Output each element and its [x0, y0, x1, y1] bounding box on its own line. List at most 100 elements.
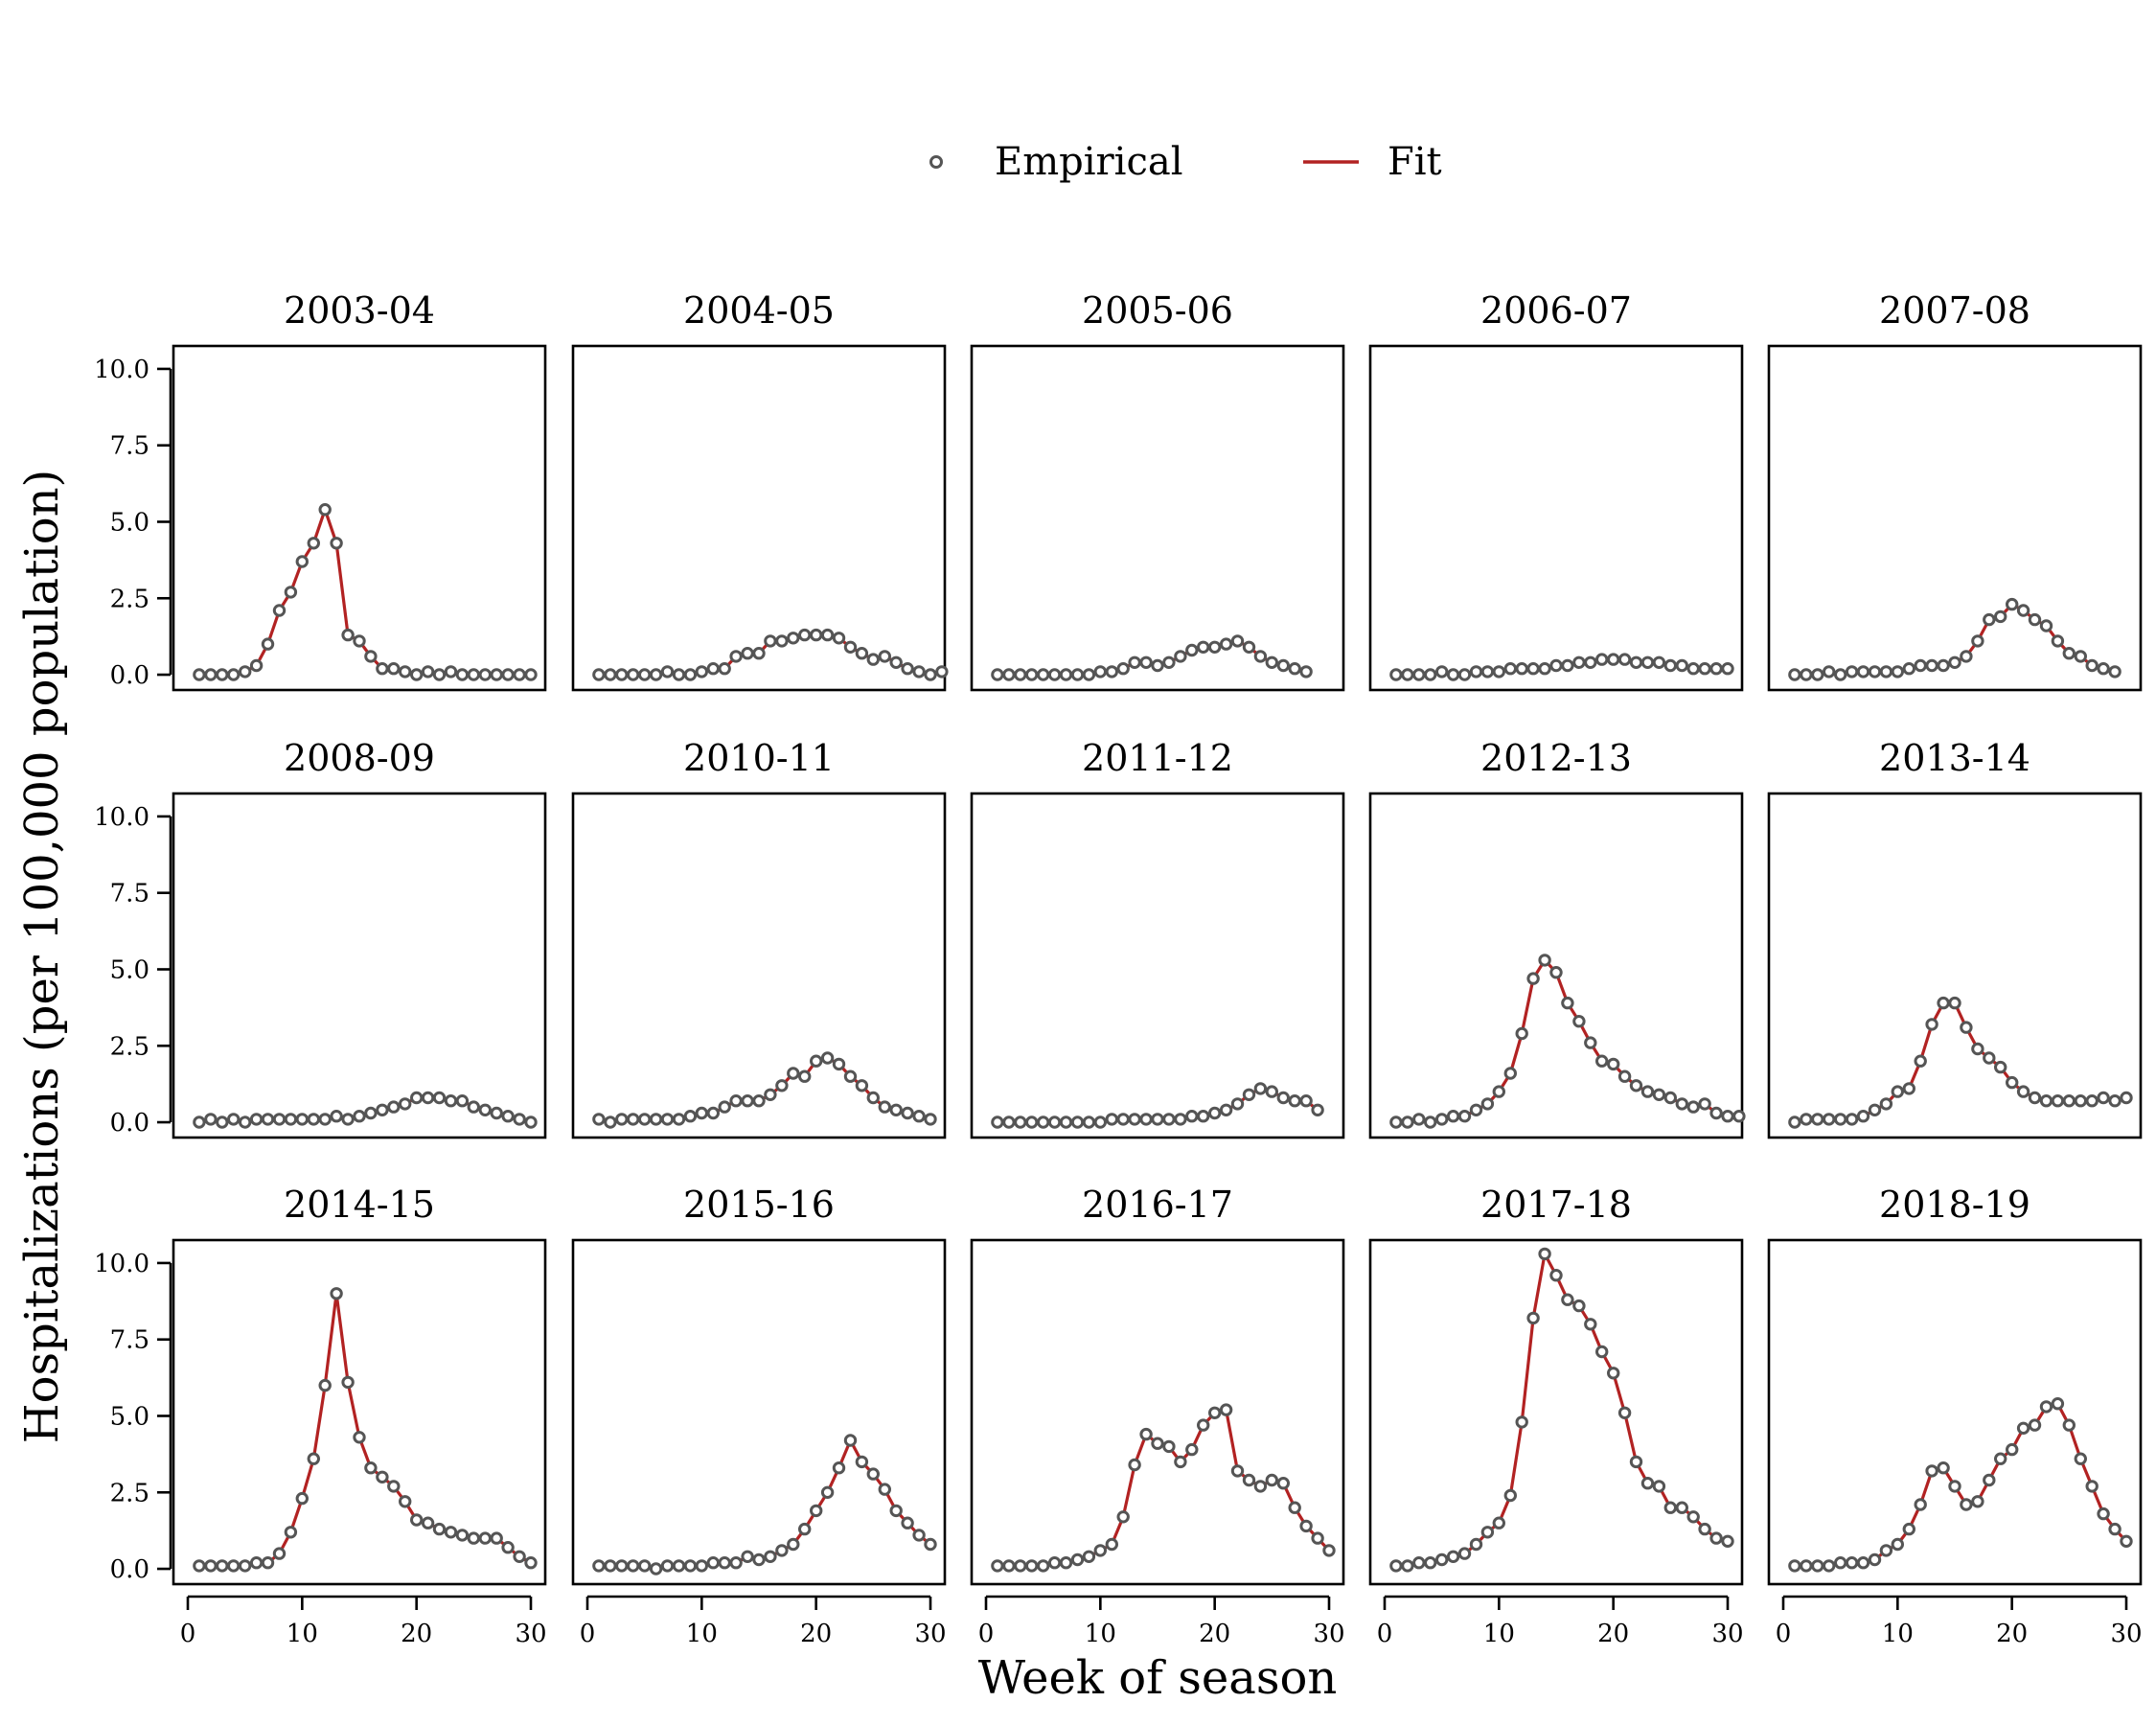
empirical-point [272, 1113, 287, 1126]
empirical-point [1457, 1110, 1472, 1123]
empirical-point [1025, 1116, 1039, 1129]
empirical-point [2085, 658, 2099, 673]
empirical-point [1401, 668, 1414, 681]
empirical-point [1059, 1556, 1073, 1570]
empirical-point [1515, 662, 1528, 676]
empirical-point [1709, 1106, 1723, 1120]
empirical-point [1185, 1442, 1199, 1457]
empirical-point [592, 668, 606, 681]
panel-title: 2007-08 [1879, 289, 2030, 332]
panel-2004-05: 2004-05 [571, 289, 949, 692]
empirical-point [1424, 668, 1437, 681]
empirical-point [1219, 1103, 1233, 1117]
empirical-point [444, 1094, 458, 1108]
empirical-point [1561, 658, 1574, 673]
empirical-point [227, 668, 241, 681]
empirical-point [1721, 662, 1734, 676]
empirical-point [1856, 665, 1870, 678]
x-tick-label: 30 [1711, 1620, 1743, 1648]
empirical-point [1811, 1113, 1824, 1126]
empirical-point [1845, 665, 1859, 678]
empirical-point [787, 632, 800, 645]
empirical-point [1937, 658, 1950, 673]
empirical-point [752, 647, 766, 660]
empirical-point [524, 1116, 538, 1129]
y-tick-label: 0.0 [110, 1109, 149, 1138]
empirical-point [660, 1559, 675, 1573]
empirical-point [604, 1116, 617, 1129]
y-axis: 0.0 2.5 5.0 7.5 10.0 [94, 803, 172, 1138]
empirical-point [1709, 1531, 1723, 1545]
empirical-point [729, 1556, 743, 1570]
empirical-point [1219, 637, 1233, 651]
empirical-point [239, 1559, 252, 1573]
empirical-point [249, 1113, 264, 1126]
empirical-point [798, 1522, 812, 1536]
empirical-point [1607, 1367, 1620, 1380]
empirical-point [376, 1103, 389, 1117]
x-tick-label: 20 [1597, 1620, 1629, 1648]
empirical-point [706, 662, 720, 676]
empirical-point [1469, 665, 1483, 678]
empirical-point [1652, 1480, 1666, 1493]
empirical-point [1925, 1018, 1938, 1031]
empirical-point [455, 1094, 470, 1108]
empirical-point [1265, 656, 1279, 669]
empirical-point [1480, 1526, 1495, 1539]
x-tick-label: 10 [1085, 1620, 1116, 1648]
empirical-point [1093, 1116, 1108, 1129]
empirical-point [1937, 1461, 1950, 1475]
empirical-point [2074, 1452, 2088, 1465]
empirical-point [1549, 966, 1563, 979]
empirical-point [866, 1467, 880, 1481]
empirical-point [1037, 1559, 1050, 1573]
empirical-point [216, 1116, 229, 1129]
empirical-point [1595, 653, 1609, 666]
empirical-point [1389, 1559, 1403, 1573]
empirical-point [1652, 656, 1666, 669]
empirical-point [272, 1547, 287, 1560]
empirical-point [490, 1106, 503, 1120]
empirical-point [1595, 1054, 1609, 1068]
empirical-point [1082, 1550, 1096, 1564]
empirical-point [1002, 668, 1016, 681]
empirical-point [2039, 1094, 2053, 1108]
empirical-point [866, 653, 880, 666]
empirical-point [672, 668, 686, 681]
y-tick-label: 7.5 [110, 880, 149, 908]
empirical-point [604, 1559, 617, 1573]
empirical-point [1299, 1519, 1313, 1533]
empirical-point [1242, 1088, 1256, 1102]
y-tick-label: 0.0 [110, 1555, 149, 1584]
empirical-point [1629, 656, 1643, 669]
empirical-point [1902, 662, 1916, 676]
empirical-point [249, 658, 264, 673]
empirical-point [1025, 668, 1039, 681]
empirical-point [843, 640, 858, 654]
panel-frame [970, 792, 1345, 1139]
empirical-point [1492, 665, 1506, 678]
empirical-point [1572, 1299, 1586, 1313]
panel-2010-11: 2010-11 [571, 737, 947, 1139]
empirical-point [1971, 634, 1984, 648]
empirical-point [1879, 665, 1893, 678]
panel-title: 2018-19 [1879, 1184, 2030, 1226]
empirical-point [284, 1526, 298, 1539]
empirical-point [1469, 1537, 1483, 1552]
empirical-point [1561, 1293, 1574, 1306]
empirical-point [1948, 1480, 1961, 1493]
empirical-point [1629, 1455, 1643, 1469]
empirical-point [318, 503, 332, 517]
panel-2011-12: 2011-12 [970, 737, 1345, 1139]
empirical-point [1526, 972, 1540, 985]
empirical-point [295, 1113, 309, 1126]
y-axis: 0.0 2.5 5.0 7.5 10.0 [94, 356, 172, 690]
panel-2015-16: 2015-16 [571, 1184, 947, 1586]
x-tick-label: 10 [1882, 1620, 1914, 1648]
empirical-point [2085, 1094, 2099, 1108]
empirical-point [364, 1106, 378, 1120]
empirical-point [490, 668, 503, 681]
empirical-point [832, 1057, 846, 1071]
empirical-point [1469, 1103, 1483, 1117]
empirical-point [1412, 1113, 1426, 1126]
